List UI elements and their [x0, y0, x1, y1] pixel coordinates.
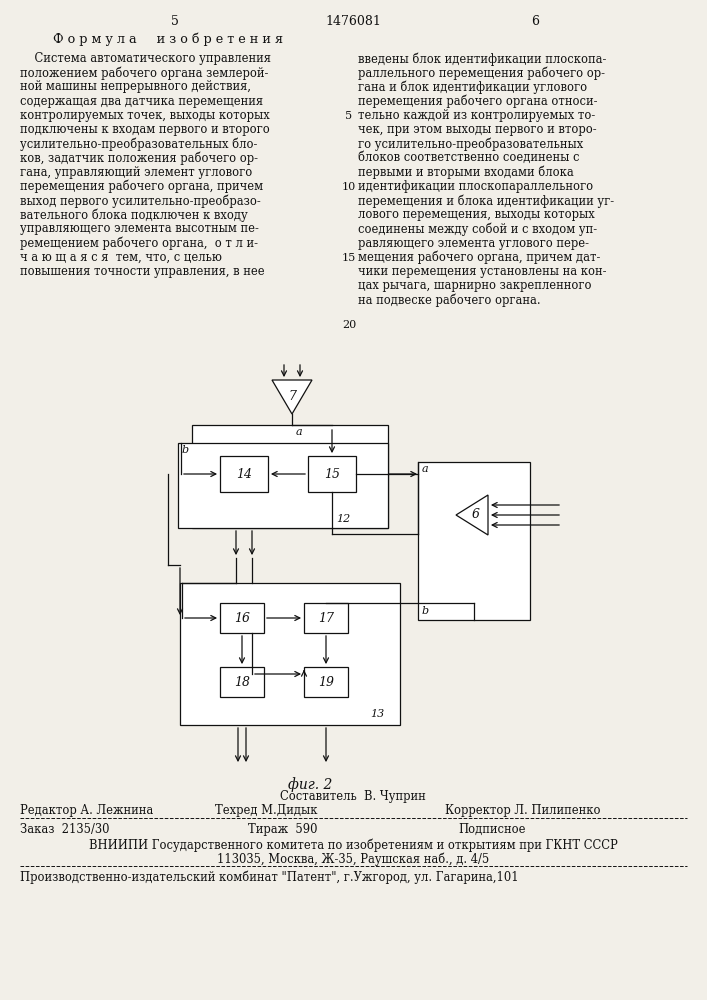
Text: 6: 6 — [472, 508, 480, 522]
Text: управляющего элемента высотным пе-: управляющего элемента высотным пе- — [20, 222, 259, 235]
Text: 6: 6 — [531, 15, 539, 28]
Text: перемещения рабочего органа относи-: перемещения рабочего органа относи- — [358, 95, 597, 108]
Text: 14: 14 — [236, 468, 252, 481]
Text: равляющего элемента углового пере-: равляющего элемента углового пере- — [358, 237, 589, 250]
Bar — [180, 583, 400, 725]
Bar — [220, 603, 264, 633]
Text: го усилительно-преобразовательных: го усилительно-преобразовательных — [358, 137, 583, 151]
Text: Система автоматического управления: Система автоматического управления — [20, 52, 271, 65]
Bar — [304, 667, 348, 697]
Text: Подписное: Подписное — [458, 823, 525, 836]
Text: 19: 19 — [318, 676, 334, 688]
Text: 10: 10 — [342, 182, 356, 192]
Text: 15: 15 — [324, 468, 340, 481]
Polygon shape — [456, 495, 488, 535]
Text: выход первого усилительно-преобразо-: выход первого усилительно-преобразо- — [20, 194, 261, 208]
Text: соединены между собой и с входом уп-: соединены между собой и с входом уп- — [358, 222, 597, 236]
Bar — [308, 456, 356, 492]
Polygon shape — [272, 380, 312, 414]
Text: 13: 13 — [370, 709, 384, 719]
Bar — [304, 603, 348, 633]
Text: ч а ю щ а я с я  тем, что, с целью: ч а ю щ а я с я тем, что, с целью — [20, 251, 222, 264]
Text: Производственно-издательский комбинат "Патент", г.Ужгород, ул. Гагарина,101: Производственно-издательский комбинат "П… — [20, 870, 519, 884]
Text: b: b — [182, 445, 189, 455]
Text: мещения рабочего органа, причем дат-: мещения рабочего органа, причем дат- — [358, 251, 600, 264]
Text: блоков соответственно соединены с: блоков соответственно соединены с — [358, 151, 580, 164]
Text: 12: 12 — [336, 514, 350, 524]
Text: гана, управляющий элемент углового: гана, управляющий элемент углового — [20, 166, 252, 179]
Text: раллельного перемещения рабочего ор-: раллельного перемещения рабочего ор- — [358, 66, 605, 80]
Text: усилительно-преобразовательных бло-: усилительно-преобразовательных бло- — [20, 137, 257, 151]
Text: подключены к входам первого и второго: подключены к входам первого и второго — [20, 123, 270, 136]
Text: 7: 7 — [288, 389, 296, 402]
Text: ремещением рабочего органа,  о т л и-: ремещением рабочего органа, о т л и- — [20, 237, 258, 250]
Text: 17: 17 — [318, 611, 334, 624]
Text: Ф о р м у л а     и з о б р е т е н и я: Ф о р м у л а и з о б р е т е н и я — [53, 33, 283, 46]
Text: на подвеске рабочего органа.: на подвеске рабочего органа. — [358, 293, 541, 307]
Text: цах рычага, шарнирно закрепленного: цах рычага, шарнирно закрепленного — [358, 279, 592, 292]
Text: чек, при этом выходы первого и второ-: чек, при этом выходы первого и второ- — [358, 123, 597, 136]
Text: лового перемещения, выходы которых: лового перемещения, выходы которых — [358, 208, 595, 221]
Text: гана и блок идентификации углового: гана и блок идентификации углового — [358, 80, 587, 94]
Text: b: b — [422, 606, 429, 616]
Text: a: a — [296, 427, 303, 437]
Text: положением рабочего органа землерой-: положением рабочего органа землерой- — [20, 66, 269, 80]
Text: содержащая два датчика перемещения: содержащая два датчика перемещения — [20, 95, 263, 108]
Text: 113035, Москва, Ж-35, Раушская наб., д. 4/5: 113035, Москва, Ж-35, Раушская наб., д. … — [217, 852, 489, 865]
Text: 1476081: 1476081 — [325, 15, 381, 28]
Text: 20: 20 — [342, 320, 356, 330]
Text: Тираж  590: Тираж 590 — [248, 823, 317, 836]
Text: 5: 5 — [346, 111, 353, 121]
Text: Корректор Л. Пилипенко: Корректор Л. Пилипенко — [445, 804, 600, 817]
Text: ной машины непрерывного действия,: ной машины непрерывного действия, — [20, 80, 251, 93]
Text: перемещения и блока идентификации уг-: перемещения и блока идентификации уг- — [358, 194, 614, 208]
Text: идентификации плоскопараллельного: идентификации плоскопараллельного — [358, 180, 593, 193]
Text: ков, задатчик положения рабочего ор-: ков, задатчик положения рабочего ор- — [20, 151, 258, 165]
Text: тельно каждой из контролируемых то-: тельно каждой из контролируемых то- — [358, 109, 595, 122]
Text: контролируемых точек, выходы которых: контролируемых точек, выходы которых — [20, 109, 270, 122]
Text: введены блок идентификации плоскопа-: введены блок идентификации плоскопа- — [358, 52, 607, 66]
Text: перемещения рабочего органа, причем: перемещения рабочего органа, причем — [20, 180, 263, 193]
Text: вательного блока подключен к входу: вательного блока подключен к входу — [20, 208, 247, 222]
Text: Редактор А. Лежнина: Редактор А. Лежнина — [20, 804, 153, 817]
Bar — [192, 425, 388, 528]
Text: a: a — [422, 464, 428, 474]
Bar — [178, 443, 388, 528]
Text: Заказ  2135/30: Заказ 2135/30 — [20, 823, 110, 836]
Bar — [220, 456, 268, 492]
Text: 15: 15 — [342, 253, 356, 263]
Text: 18: 18 — [234, 676, 250, 688]
Text: Составитель  В. Чуприн: Составитель В. Чуприн — [280, 790, 426, 803]
Text: чики перемещения установлены на кон-: чики перемещения установлены на кон- — [358, 265, 607, 278]
Bar — [418, 462, 530, 620]
Bar — [220, 667, 264, 697]
Text: повышения точности управления, в нее: повышения точности управления, в нее — [20, 265, 264, 278]
Text: фиг. 2: фиг. 2 — [288, 777, 332, 792]
Text: первыми и вторыми входами блока: первыми и вторыми входами блока — [358, 166, 574, 179]
Text: Техред М.Дидык: Техред М.Дидык — [215, 804, 317, 817]
Text: 16: 16 — [234, 611, 250, 624]
Text: ВНИИПИ Государственного комитета по изобретениям и открытиям при ГКНТ СССР: ВНИИПИ Государственного комитета по изоб… — [88, 838, 617, 852]
Text: 5: 5 — [171, 15, 179, 28]
